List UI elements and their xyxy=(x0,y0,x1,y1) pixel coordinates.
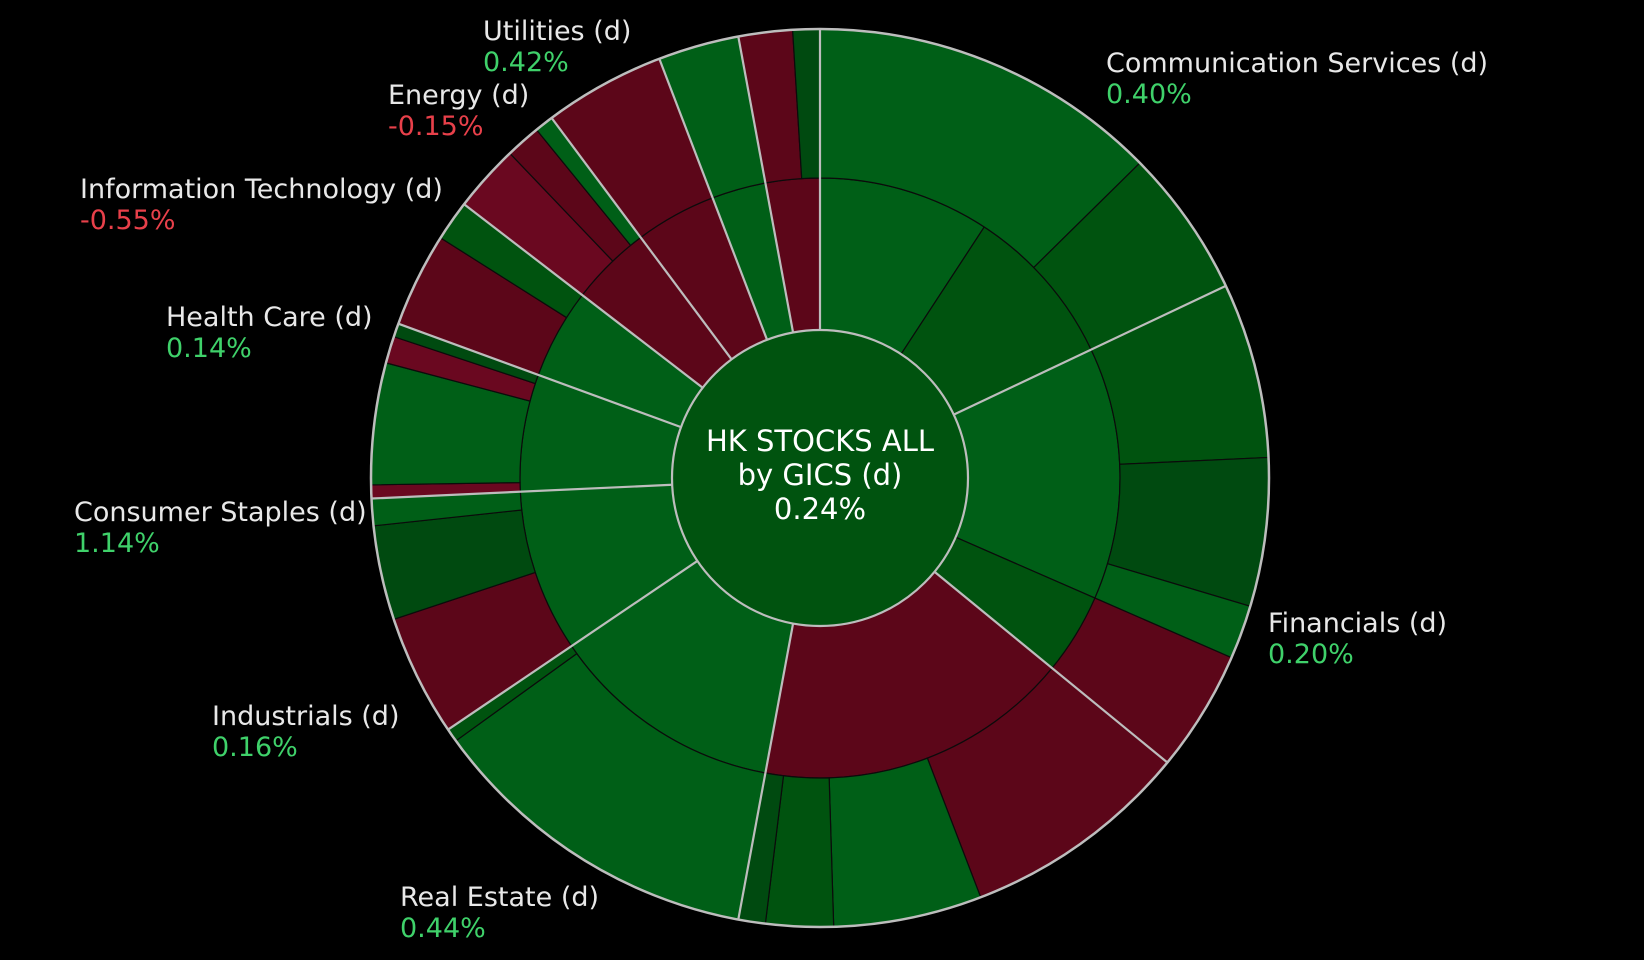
center-disk[interactable] xyxy=(670,328,970,628)
sector-label[interactable]: Communication Services (d)0.40% xyxy=(1106,48,1488,110)
sector-label-change: 0.14% xyxy=(166,333,252,364)
sector-label-name: Information Technology (d) xyxy=(80,174,443,205)
sector-divider xyxy=(933,570,1169,764)
sector-label[interactable]: Industrials (d)0.16% xyxy=(212,701,399,763)
sector-label[interactable]: Real Estate (d)0.44% xyxy=(400,882,599,944)
sector-divider xyxy=(371,483,673,500)
center-title: HK STOCKS ALL xyxy=(706,424,934,458)
sector-divider xyxy=(737,36,795,333)
sector-label-change: 0.44% xyxy=(400,913,486,944)
sector-divider xyxy=(737,623,795,920)
center-total-change: 0.24% xyxy=(774,492,866,526)
sector-label-change: 0.40% xyxy=(1106,79,1192,110)
sector-divider xyxy=(658,58,769,341)
sector-label[interactable]: Health Care (d)0.14% xyxy=(166,302,373,364)
sector-label-name: Health Care (d) xyxy=(166,302,373,333)
center-summary[interactable]: HK STOCKS ALL by GICS (d) 0.24% xyxy=(706,424,934,526)
sector-label[interactable]: Consumer Staples (d)1.14% xyxy=(74,497,367,559)
sector-label[interactable]: Utilities (d)0.42% xyxy=(483,16,631,78)
sector-label[interactable]: Financials (d)0.20% xyxy=(1268,608,1447,670)
sector-label-name: Utilities (d) xyxy=(483,16,631,47)
sector-label-change: -0.55% xyxy=(80,205,176,236)
sector-label-name: Financials (d) xyxy=(1268,608,1447,639)
sector-label-change: 0.42% xyxy=(483,47,569,78)
sector-label[interactable]: Information Technology (d)-0.55% xyxy=(80,174,443,236)
sector-label-name: Consumer Staples (d) xyxy=(74,497,367,528)
sector-label-name: Communication Services (d) xyxy=(1106,48,1488,79)
sector-divider xyxy=(447,560,699,731)
sector-labels: Utilities (d)0.42% Communication Services… xyxy=(74,16,1488,944)
sector-divider xyxy=(550,117,733,360)
sector-label-change: 0.20% xyxy=(1268,639,1354,670)
sector-divider xyxy=(463,203,704,389)
sunburst-rings xyxy=(369,27,1271,929)
sector-label-name: Real Estate (d) xyxy=(400,882,599,913)
sector-divider xyxy=(397,322,682,429)
sector-label-name: Industrials (d) xyxy=(212,701,399,732)
sector-label-change: 1.14% xyxy=(74,528,160,559)
sector-label-name: Energy (d) xyxy=(388,80,529,111)
center-subtitle: by GICS (d) xyxy=(738,458,903,492)
sector-divider xyxy=(953,284,1227,416)
sector-label[interactable]: Energy (d)-0.15% xyxy=(388,80,529,142)
sector-label-change: 0.16% xyxy=(212,732,298,763)
outer-ring-border xyxy=(369,27,1271,929)
sector-label-change: -0.15% xyxy=(388,111,484,142)
